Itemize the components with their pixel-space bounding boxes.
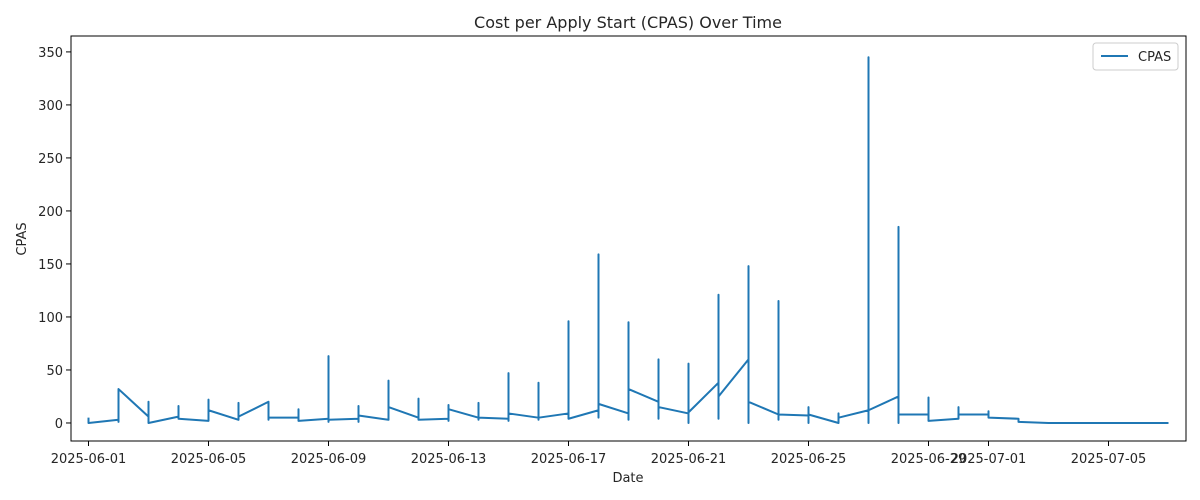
legend-box bbox=[1092, 42, 1179, 71]
x-axis: 2025-06-01 2025-06-05 2025-06-09 2025-06-13… bbox=[51, 441, 1147, 467]
y-tick-label: 0 bbox=[55, 417, 63, 432]
x-tick-label: 2025-07-01 bbox=[951, 452, 1027, 467]
x-tick-label: 2025-06-13 bbox=[411, 452, 487, 467]
y-tick-label: 100 bbox=[38, 311, 63, 326]
series-line-cpas bbox=[87, 56, 1169, 424]
legend-label-cpas: CPAS bbox=[1138, 50, 1171, 65]
y-tick-label: 300 bbox=[38, 99, 63, 114]
x-tick-label: 2025-06-29 bbox=[891, 452, 967, 467]
x-tick-label: 2025-06-01 bbox=[51, 452, 127, 467]
x-tick-label: 2025-06-17 bbox=[531, 452, 607, 467]
y-tick-label: 350 bbox=[38, 46, 63, 61]
chart-title: Cost per Apply Start (CPAS) Over Time bbox=[474, 13, 782, 32]
x-tick-label: 2025-06-25 bbox=[771, 452, 847, 467]
plot-area bbox=[70, 35, 1187, 442]
y-axis-label: CPAS bbox=[15, 222, 30, 255]
y-tick-label: 200 bbox=[38, 205, 63, 220]
x-tick-label: 2025-06-09 bbox=[291, 452, 367, 467]
x-tick-label: 2025-06-21 bbox=[651, 452, 727, 467]
x-axis-label: Date bbox=[612, 471, 643, 486]
x-tick-label: 2025-07-05 bbox=[1071, 452, 1147, 467]
y-tick-label: 150 bbox=[38, 258, 63, 273]
series-layer bbox=[87, 56, 1169, 424]
y-tick-label: 50 bbox=[46, 364, 63, 379]
x-tick-label: 2025-06-05 bbox=[171, 452, 247, 467]
legend: CPAS bbox=[1092, 42, 1179, 71]
y-tick-label: 250 bbox=[38, 152, 63, 167]
y-axis: 0 50 100 150 200 250 300 350 bbox=[38, 46, 71, 432]
plot-frame bbox=[70, 35, 1187, 442]
